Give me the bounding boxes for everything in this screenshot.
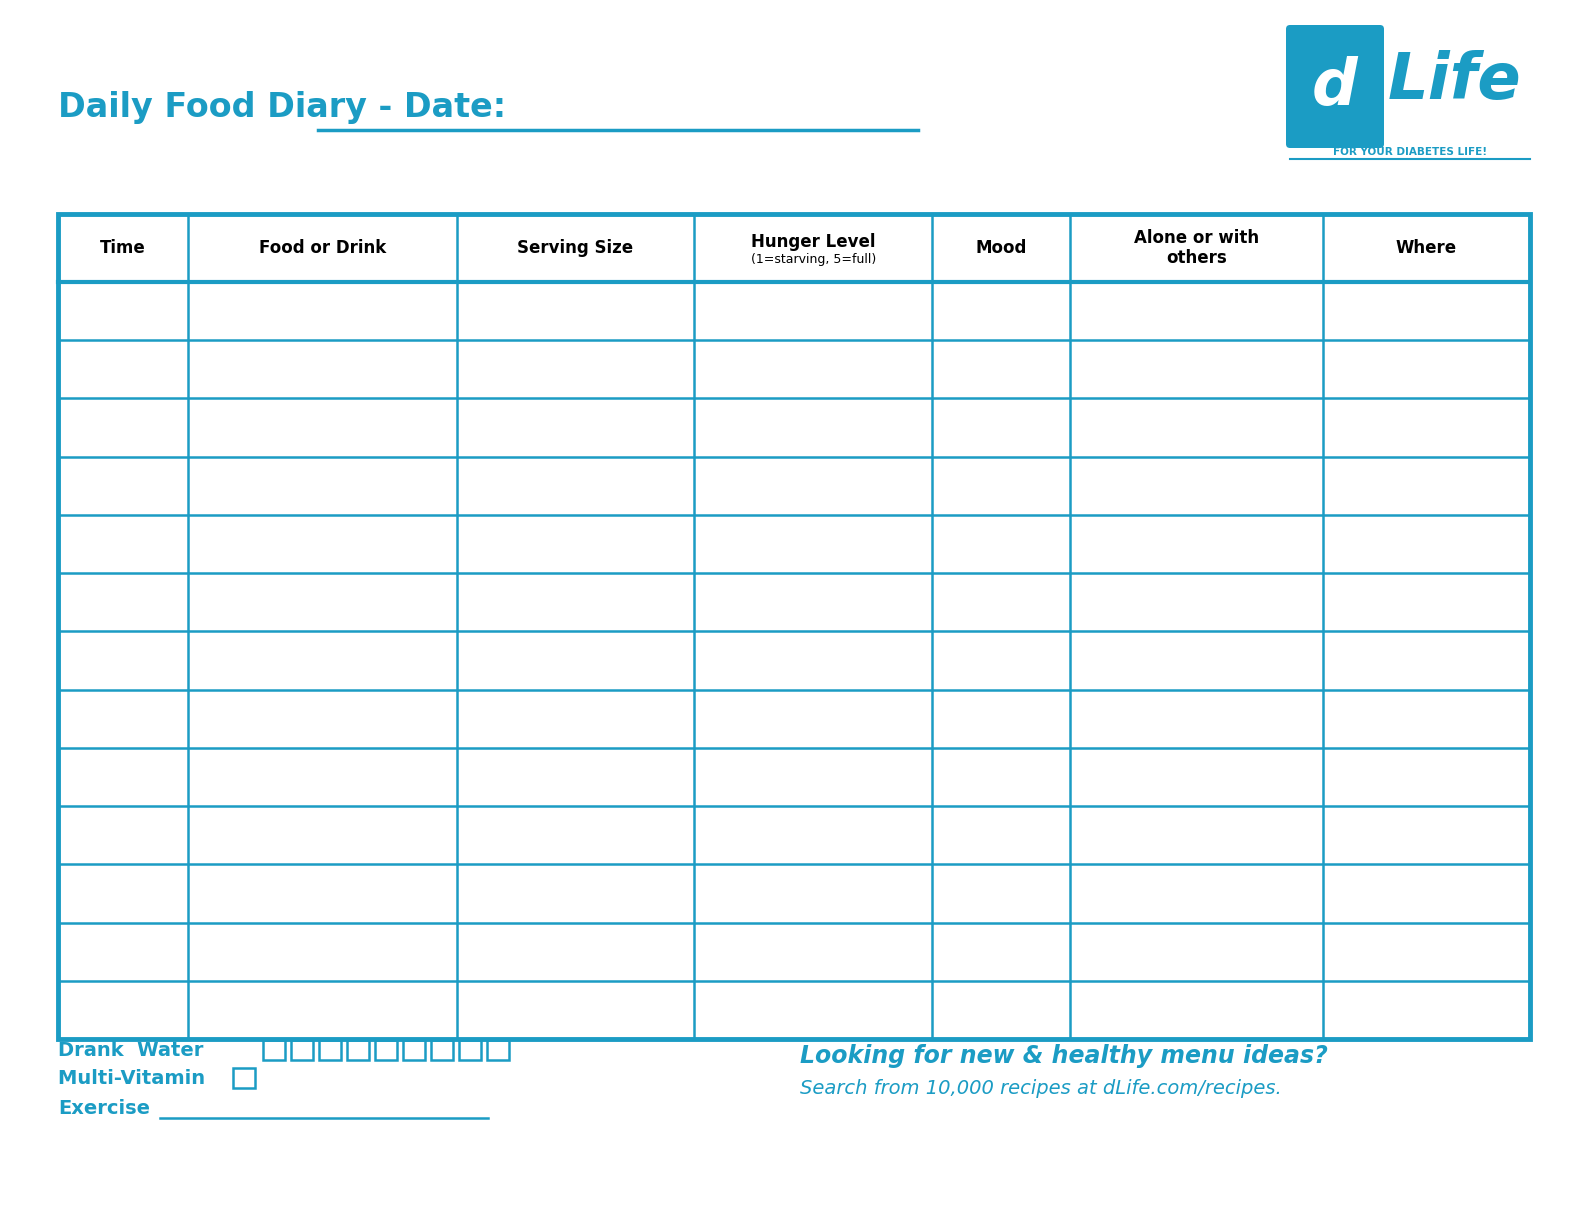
Bar xyxy=(233,1069,255,1088)
Bar xyxy=(59,214,1530,1039)
Text: Hunger Level: Hunger Level xyxy=(751,233,876,251)
Bar xyxy=(486,1040,508,1060)
Text: Alone or with
others: Alone or with others xyxy=(1134,229,1259,267)
Bar xyxy=(291,1040,314,1060)
Bar xyxy=(459,1040,482,1060)
Text: (1=starving, 5=full): (1=starving, 5=full) xyxy=(751,253,876,267)
FancyBboxPatch shape xyxy=(1286,24,1384,148)
Text: Search from 10,000 recipes at dLife.com/recipes.: Search from 10,000 recipes at dLife.com/… xyxy=(800,1078,1281,1098)
Text: Drank  Water: Drank Water xyxy=(59,1040,211,1060)
Text: Looking for new & healthy menu ideas?: Looking for new & healthy menu ideas? xyxy=(800,1044,1327,1069)
Text: Serving Size: Serving Size xyxy=(518,239,634,257)
Text: FOR YOUR DIABETES LIFE!: FOR YOUR DIABETES LIFE! xyxy=(1334,147,1487,157)
Text: Time: Time xyxy=(100,239,146,257)
Bar xyxy=(263,1040,285,1060)
Bar xyxy=(347,1040,369,1060)
Text: Food or Drink: Food or Drink xyxy=(258,239,386,257)
Bar xyxy=(375,1040,398,1060)
Text: Daily Food Diary - Date:: Daily Food Diary - Date: xyxy=(59,91,507,124)
Bar xyxy=(402,1040,425,1060)
Text: d: d xyxy=(1312,55,1357,118)
Text: Life: Life xyxy=(1388,50,1522,113)
Text: Multi-Vitamin: Multi-Vitamin xyxy=(59,1069,212,1087)
Text: Where: Where xyxy=(1396,239,1457,257)
Bar xyxy=(431,1040,453,1060)
Text: Exercise: Exercise xyxy=(59,1098,150,1118)
Text: Mood: Mood xyxy=(976,239,1026,257)
Bar xyxy=(318,1040,341,1060)
